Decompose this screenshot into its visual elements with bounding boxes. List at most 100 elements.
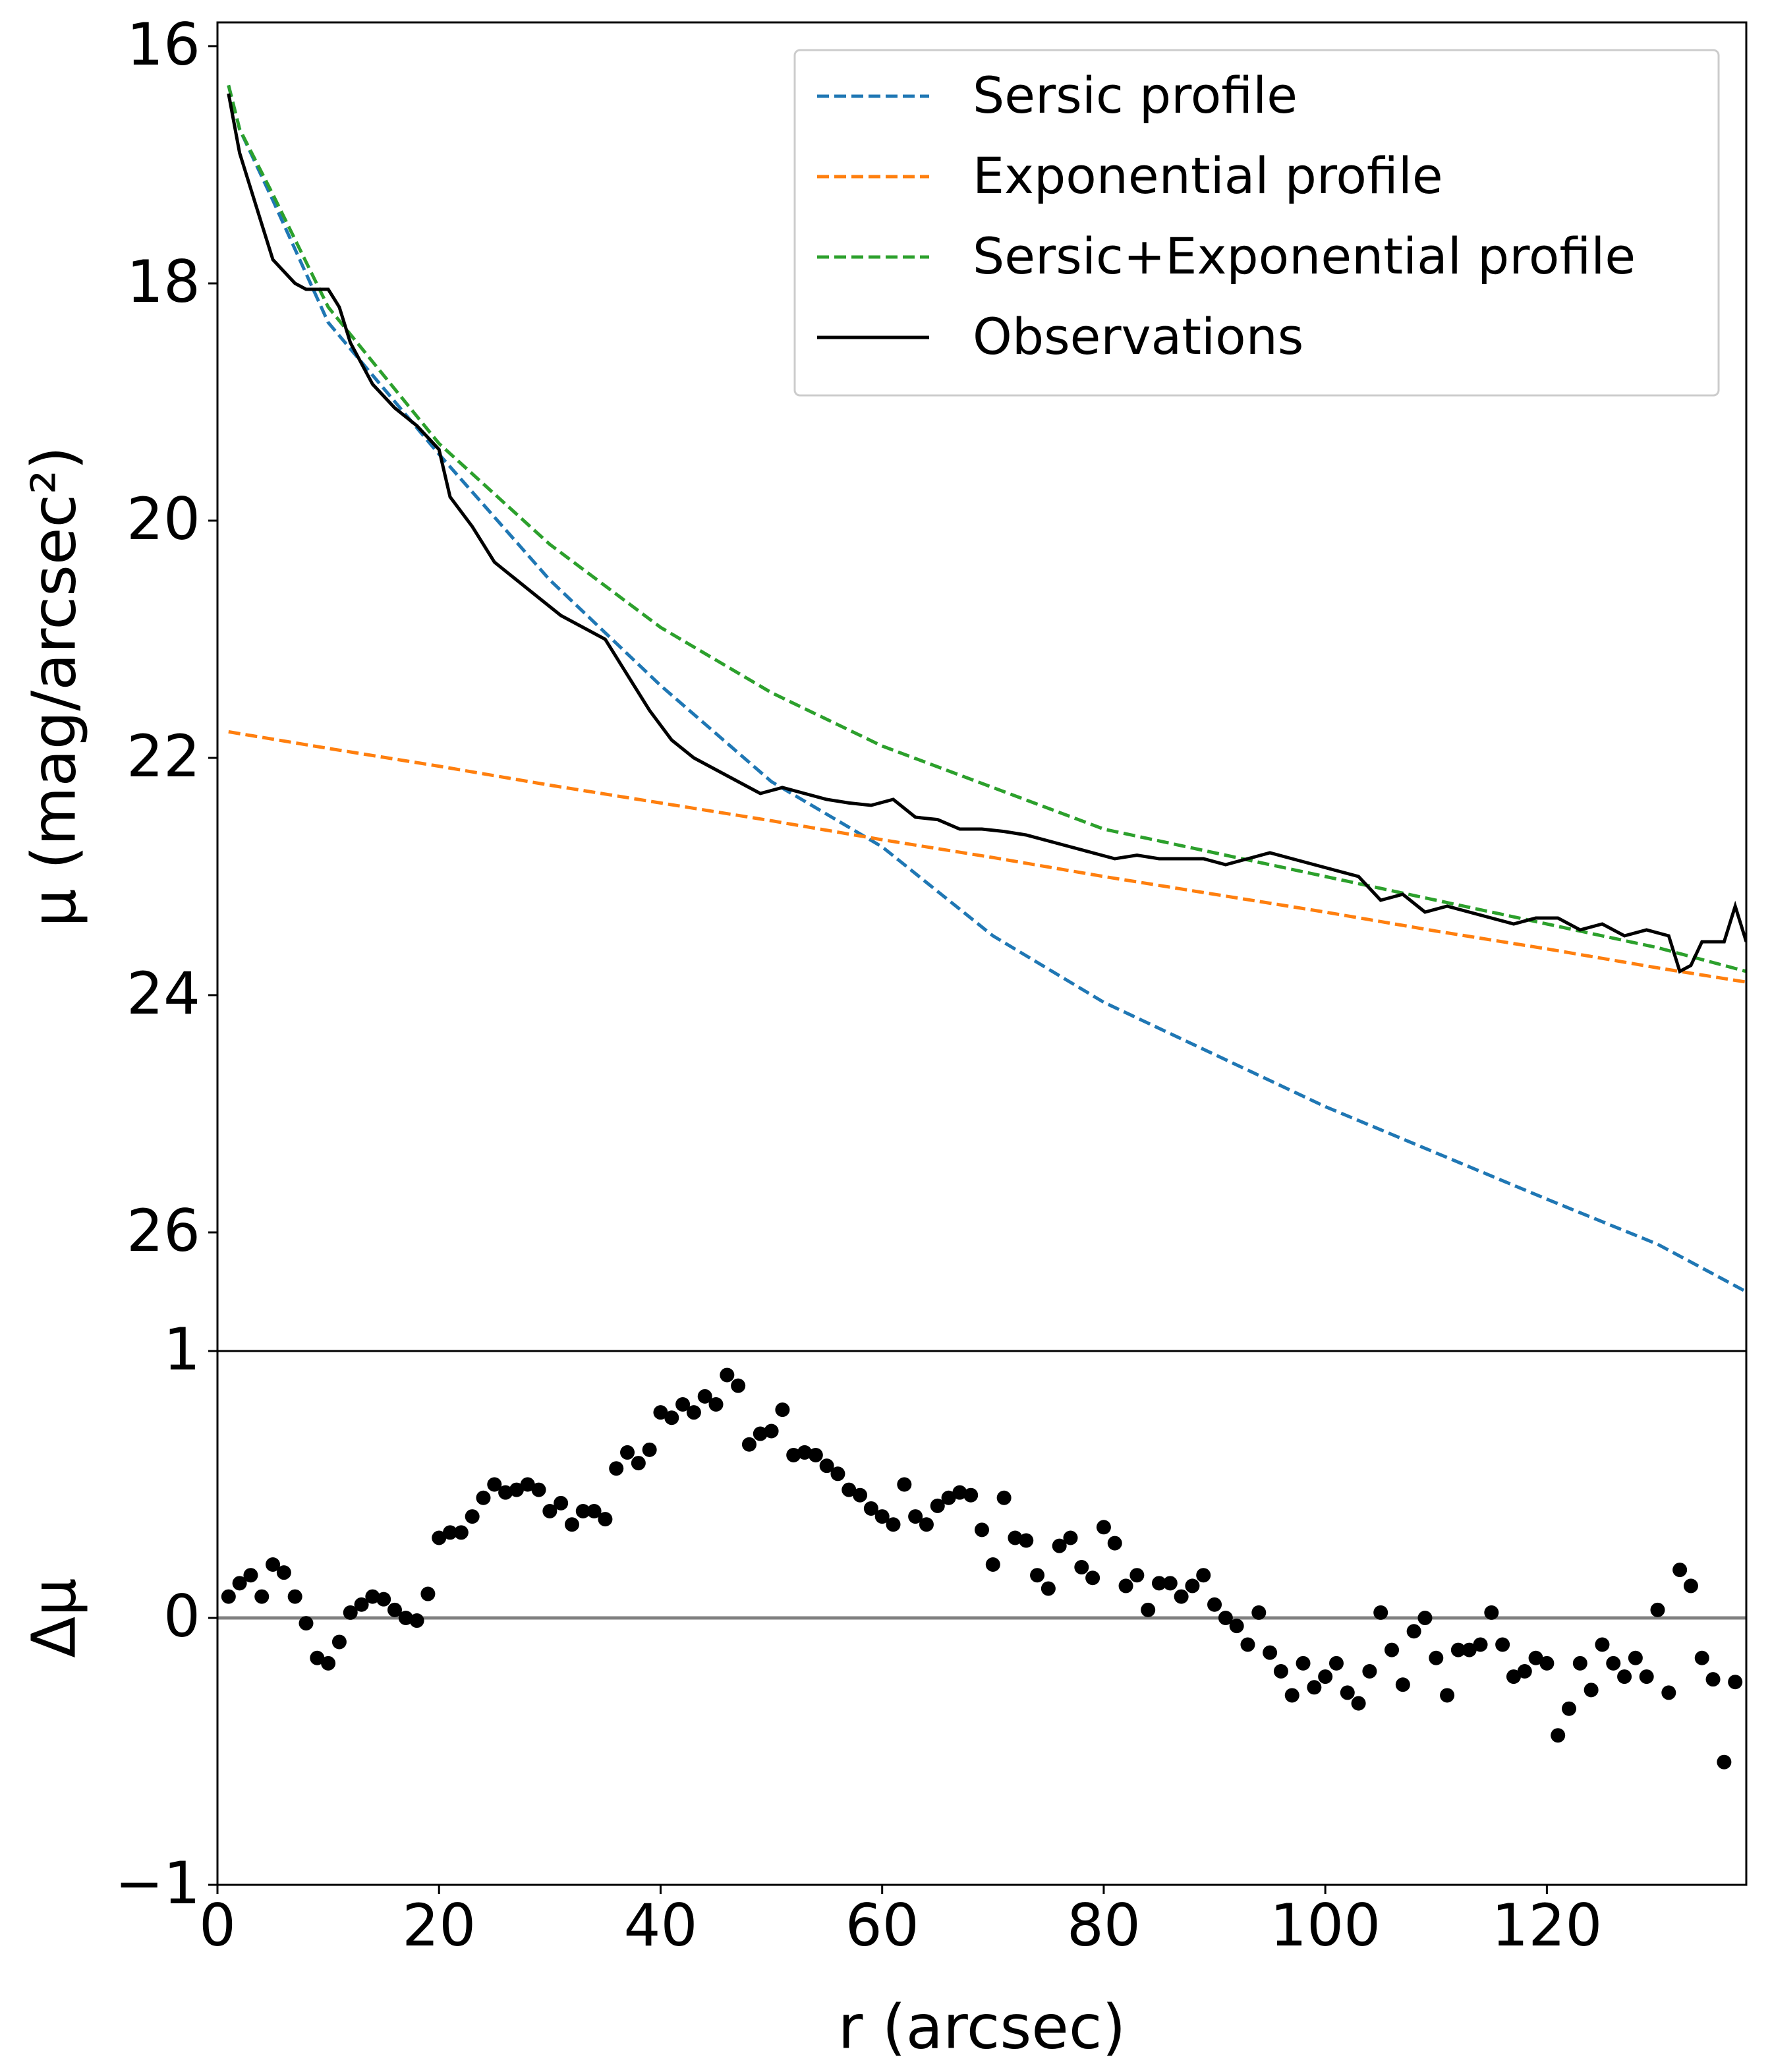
y-tick-label: −1 [115,1849,200,1917]
data-point [1229,1619,1244,1634]
data-point [1273,1664,1288,1679]
data-point [321,1655,336,1671]
data-point [520,1477,535,1492]
data-point [975,1522,989,1538]
legend-label: Sersic+Exponential profile [973,227,1636,285]
data-point [531,1482,546,1497]
data-point [1008,1530,1023,1545]
data-point [1162,1576,1178,1591]
plot-area [227,84,1746,1294]
data-point [299,1616,314,1631]
x-tick-label: 80 [1067,1891,1141,1959]
data-point [554,1495,569,1511]
data-point [642,1442,657,1457]
data-point [1395,1677,1410,1692]
data-point [764,1424,779,1439]
data-point [1650,1602,1665,1617]
data-point [919,1517,934,1532]
data-point [465,1509,480,1524]
data-point [708,1397,724,1412]
x-tick-label: 60 [845,1891,919,1959]
data-point [266,1557,281,1572]
legend-label: Sersic profile [973,66,1298,125]
data-point [1717,1754,1732,1770]
data-point [365,1589,380,1604]
data-point [609,1461,624,1476]
data-point [598,1512,613,1527]
data-point [1096,1520,1111,1535]
data-point [398,1611,413,1625]
data-point [1528,1650,1543,1665]
data-point [1661,1685,1676,1700]
data-point [686,1405,701,1420]
data-point [720,1367,735,1383]
data-point [1617,1669,1632,1684]
data-point [1694,1650,1709,1665]
data-point [1030,1568,1045,1583]
data-point [1207,1597,1222,1612]
data-point [1185,1578,1200,1594]
data-point [1406,1624,1421,1639]
data-point [1052,1538,1067,1553]
data-point [853,1487,868,1503]
data-point [1351,1696,1366,1711]
data-point [575,1504,590,1518]
data-point [343,1605,358,1620]
data-point [985,1557,1000,1572]
data-point [1572,1655,1587,1671]
data-point [331,1634,347,1650]
data-point [863,1501,878,1516]
y-tick-label: 16 [127,11,200,78]
data-point [1107,1536,1122,1551]
data-point [1484,1605,1499,1620]
data-point [476,1490,491,1505]
legend-box [793,49,1720,397]
data-point [443,1525,458,1540]
data-point [509,1482,524,1497]
data-point [675,1397,691,1412]
data-point [1240,1637,1255,1652]
data-point [221,1589,236,1604]
data-point [1417,1611,1433,1625]
data-point [741,1437,757,1452]
data-point [376,1592,391,1607]
series-line [227,84,1746,973]
data-point [310,1650,325,1665]
y-axis-label: μ (mag/arcsec²) [18,446,89,927]
data-point [952,1485,967,1500]
data-point [1284,1688,1299,1703]
data-point [232,1576,247,1591]
x-tick-label: 0 [199,1891,236,1959]
data-point [243,1568,258,1583]
data-point [1551,1728,1566,1743]
data-point [1506,1669,1521,1684]
data-point [664,1410,679,1425]
data-point [1263,1645,1278,1660]
data-point [963,1487,979,1503]
data-point [254,1589,270,1604]
data-point [697,1389,712,1404]
data-point [276,1565,291,1580]
data-point [753,1426,768,1441]
data-point [620,1445,635,1460]
data-point [1584,1683,1599,1698]
data-point [1429,1650,1444,1665]
y-tick-label: 22 [127,722,200,790]
data-point [1118,1578,1133,1594]
data-point [1074,1560,1089,1575]
x-tick-label: 120 [1491,1891,1602,1959]
data-point [1517,1664,1532,1679]
data-point [1063,1530,1078,1545]
data-point [874,1509,890,1524]
data-point [1362,1664,1377,1679]
data-point [1085,1570,1100,1586]
data-point [1606,1655,1621,1671]
data-point [1473,1637,1488,1652]
data-point [1539,1655,1555,1671]
y-tick-label: 24 [127,960,200,1027]
data-point [409,1613,424,1628]
data-point [1019,1533,1034,1548]
series-line [227,93,1746,974]
data-point [564,1517,579,1532]
data-point [1385,1642,1400,1657]
